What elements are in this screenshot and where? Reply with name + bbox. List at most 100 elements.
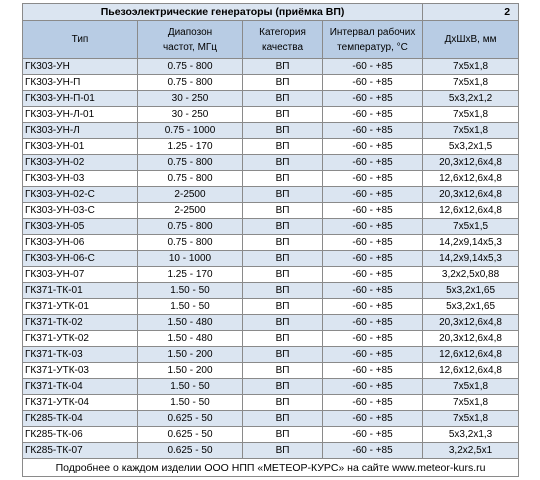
table-row: ГК371-УТК-02 1.50 - 480 ВП -60 - +85 20,3х12… — [22, 330, 520, 347]
cell-type: ГК371-ТК-03 — [22, 346, 138, 363]
table-row: ГК371-ТК-02 1.50 - 480 ВП -60 - +85 20,3х12,… — [22, 314, 520, 331]
cell-frequency: 1.50 - 200 — [137, 362, 243, 379]
cell-frequency: 1.50 - 50 — [137, 378, 243, 395]
cell-dimensions: 7х5х1,8 — [422, 74, 520, 91]
table-row: ГК303-УН-03 0.75 - 800 ВП -60 - +85 12,6х12,… — [22, 170, 520, 187]
header-temperature: Интервал рабочих температур, °С — [321, 20, 424, 59]
header-category-line2: качества — [261, 41, 304, 53]
cell-temperature: -60 - +85 — [321, 426, 424, 443]
cell-temperature: -60 - +85 — [321, 362, 424, 379]
cell-frequency: 1.50 - 50 — [137, 282, 243, 299]
cell-frequency: 2-2500 — [137, 202, 243, 219]
header-category: Категория качества — [242, 20, 323, 59]
table-row: ГК371-УТК-04 1.50 - 50 ВП -60 - +85 7х5х1,8 — [22, 394, 520, 411]
cell-dimensions: 5х3,2х1,2 — [422, 90, 520, 107]
cell-frequency: 0.75 - 800 — [137, 218, 243, 235]
cell-category: ВП — [242, 106, 323, 123]
cell-dimensions: 5х3,2х1,65 — [422, 298, 520, 315]
cell-temperature: -60 - +85 — [321, 266, 424, 283]
title-row: Пьезоэлектрические генераторы (приёмка В… — [21, 3, 520, 21]
cell-frequency: 0.75 - 1000 — [137, 122, 243, 139]
cell-category: ВП — [242, 378, 323, 395]
cell-type: ГК303-УН-02-С — [22, 186, 138, 203]
cell-category: ВП — [242, 234, 323, 251]
table-row: ГК371-УТК-01 1.50 - 50 ВП -60 - +85 5х3,2х1,… — [22, 298, 520, 315]
cell-dimensions: 20,3х12,6х4,8 — [422, 330, 520, 347]
cell-category: ВП — [242, 330, 323, 347]
cell-temperature: -60 - +85 — [321, 410, 424, 427]
cell-category: ВП — [242, 266, 323, 283]
cell-temperature: -60 - +85 — [321, 218, 424, 235]
cell-category: ВП — [242, 186, 323, 203]
cell-type: ГК371-УТК-02 — [22, 330, 138, 347]
table-row: ГК303-УН 0.75 - 800 ВП -60 - +85 7х5х1,8 — [22, 58, 520, 75]
table-row: ГК303-УН-П-01 30 - 250 ВП -60 - +85 5х3,2х1,… — [22, 90, 520, 107]
cell-dimensions: 14,2х9,14х5,3 — [422, 234, 520, 251]
cell-category: ВП — [242, 90, 323, 107]
cell-type: ГК303-УН-07 — [22, 266, 138, 283]
header-frequency-line2: частот, МГц — [162, 41, 218, 53]
footer-note: Подробнее о каждом изделии ООО НПП «МЕТЕ… — [21, 458, 520, 477]
cell-dimensions: 20,3х12,6х4,8 — [422, 314, 520, 331]
cell-temperature: -60 - +85 — [321, 58, 424, 75]
cell-dimensions: 12,6х12,6х4,8 — [422, 170, 520, 187]
cell-dimensions: 20,3х12,6х4,8 — [422, 186, 520, 203]
cell-temperature: -60 - +85 — [321, 234, 424, 251]
table-row: ГК303-УН-Л-01 30 - 250 ВП -60 - +85 7х5х1,8 — [22, 106, 520, 123]
cell-frequency: 0.625 - 50 — [137, 442, 243, 459]
table-row: ГК303-УН-Л 0.75 - 1000 ВП -60 - +85 7х5х1,8 — [22, 122, 520, 139]
header-frequency-line1: Диапозон — [167, 26, 213, 38]
cell-type: ГК371-УТК-03 — [22, 362, 138, 379]
cell-temperature: -60 - +85 — [321, 250, 424, 267]
table-row: ГК303-УН-П 0.75 - 800 ВП -60 - +85 7х5х1,8 — [22, 74, 520, 91]
cell-temperature: -60 - +85 — [321, 186, 424, 203]
table-row: ГК285-ТК-07 0.625 - 50 ВП -60 - +85 3,2х2,5х… — [22, 442, 520, 459]
table-row: ГК303-УН-02-С 2-2500 ВП -60 - +85 20,3х12,6х… — [22, 186, 520, 203]
table-row: ГК285-ТК-06 0.625 - 50 ВП -60 - +85 5х3,2х1,… — [22, 426, 520, 443]
cell-dimensions: 5х3,2х1,3 — [422, 426, 520, 443]
cell-frequency: 1.50 - 50 — [137, 394, 243, 411]
header-type: Тип — [22, 20, 138, 59]
cell-frequency: 0.75 - 800 — [137, 170, 243, 187]
spreadsheet: Пьезоэлектрические генераторы (приёмка В… — [21, 3, 520, 477]
generators-table: Пьезоэлектрические генераторы (приёмка В… — [21, 3, 520, 477]
cell-type: ГК303-УН-06 — [22, 234, 138, 251]
cell-frequency: 0.625 - 50 — [137, 410, 243, 427]
page-number: 2 — [422, 3, 520, 21]
cell-frequency: 0.75 - 800 — [137, 74, 243, 91]
cell-category: ВП — [242, 58, 323, 75]
table-row: ГК303-УН-07 1.25 - 170 ВП -60 - +85 3,2х2,5х… — [22, 266, 520, 283]
cell-dimensions: 7х5х1,8 — [422, 122, 520, 139]
sheet-title: Пьезоэлектрические генераторы (приёмка В… — [21, 3, 424, 21]
cell-frequency: 1.25 - 170 — [137, 266, 243, 283]
table-row: ГК303-УН-06 0.75 - 800 ВП -60 - +85 14,2х9,1… — [22, 234, 520, 251]
cell-type: ГК303-УН-П-01 — [22, 90, 138, 107]
cell-dimensions: 7х5х1,8 — [422, 58, 520, 75]
cell-type: ГК285-ТК-07 — [22, 442, 138, 459]
cell-type: ГК303-УН-П — [22, 74, 138, 91]
table-row: ГК303-УН-02 0.75 - 800 ВП -60 - +85 20,3х12,… — [22, 154, 520, 171]
header-temperature-line2: температур, °С — [337, 41, 408, 53]
cell-dimensions: 7х5х1,8 — [422, 410, 520, 427]
cell-frequency: 0.75 - 800 — [137, 234, 243, 251]
cell-frequency: 1.50 - 480 — [137, 330, 243, 347]
cell-category: ВП — [242, 426, 323, 443]
header-temperature-line1: Интервал рабочих — [329, 26, 416, 38]
cell-temperature: -60 - +85 — [321, 346, 424, 363]
cell-dimensions: 12,6х12,6х4,8 — [422, 362, 520, 379]
cell-dimensions: 12,6х12,6х4,8 — [422, 346, 520, 363]
cell-type: ГК303-УН-03 — [22, 170, 138, 187]
table-row: ГК303-УН-03-С 2-2500 ВП -60 - +85 12,6х12,6х… — [22, 202, 520, 219]
cell-temperature: -60 - +85 — [321, 202, 424, 219]
cell-frequency: 2-2500 — [137, 186, 243, 203]
cell-type: ГК285-ТК-04 — [22, 410, 138, 427]
cell-type: ГК303-УН-Л-01 — [22, 106, 138, 123]
cell-type: ГК371-ТК-02 — [22, 314, 138, 331]
cell-category: ВП — [242, 314, 323, 331]
cell-category: ВП — [242, 138, 323, 155]
cell-type: ГК303-УН-03-С — [22, 202, 138, 219]
cell-temperature: -60 - +85 — [321, 154, 424, 171]
cell-frequency: 30 - 250 — [137, 106, 243, 123]
header-dimensions: ДхШхВ, мм — [422, 20, 520, 59]
cell-category: ВП — [242, 154, 323, 171]
